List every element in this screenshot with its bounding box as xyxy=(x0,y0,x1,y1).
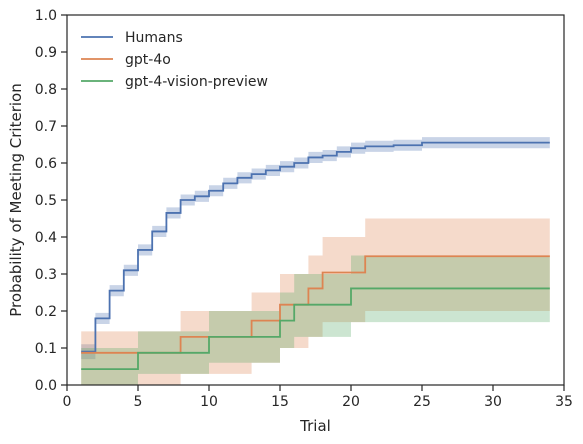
legend-label-2: gpt-4o xyxy=(125,52,171,68)
y-tick-label: 0.1 xyxy=(35,341,57,357)
confidence-bands xyxy=(81,137,550,385)
x-tick-label: 35 xyxy=(555,394,573,410)
legend: Humans gpt-4o gpt-4-vision-preview xyxy=(81,30,268,90)
y-tick-label: 1.0 xyxy=(35,8,57,24)
y-tick-label: 0.3 xyxy=(35,267,57,283)
y-tick-label: 0.5 xyxy=(35,193,57,209)
y-axis-ticks: 0.0 0.1 0.2 0.3 0.4 0.5 0.6 0.7 0.8 0.9 1.0 xyxy=(35,8,67,394)
y-tick-label: 0.7 xyxy=(35,119,57,135)
y-tick-label: 0.6 xyxy=(35,156,57,172)
x-tick-label: 25 xyxy=(413,394,431,410)
y-tick-label: 0.9 xyxy=(35,45,57,61)
y-axis-title: Probability of Meeting Criterion xyxy=(7,83,25,316)
y-tick-label: 0.2 xyxy=(35,304,57,320)
y-tick-label: 0.8 xyxy=(35,82,57,98)
legend-label-3: gpt-4-vision-preview xyxy=(125,74,268,90)
x-tick-label: 5 xyxy=(134,394,143,410)
y-tick-label: 0.4 xyxy=(35,230,57,246)
x-tick-label: 0 xyxy=(63,394,72,410)
x-tick-label: 20 xyxy=(342,394,360,410)
x-tick-label: 15 xyxy=(271,394,289,410)
x-axis-ticks: 0 5 10 15 20 25 30 35 xyxy=(63,385,573,410)
legend-label-1: Humans xyxy=(125,30,183,46)
y-tick-label: 0.0 xyxy=(35,378,57,394)
x-tick-label: 30 xyxy=(484,394,502,410)
x-tick-label: 10 xyxy=(200,394,218,410)
confidence-band-3 xyxy=(81,256,550,386)
x-axis-title: Trial xyxy=(299,417,331,435)
